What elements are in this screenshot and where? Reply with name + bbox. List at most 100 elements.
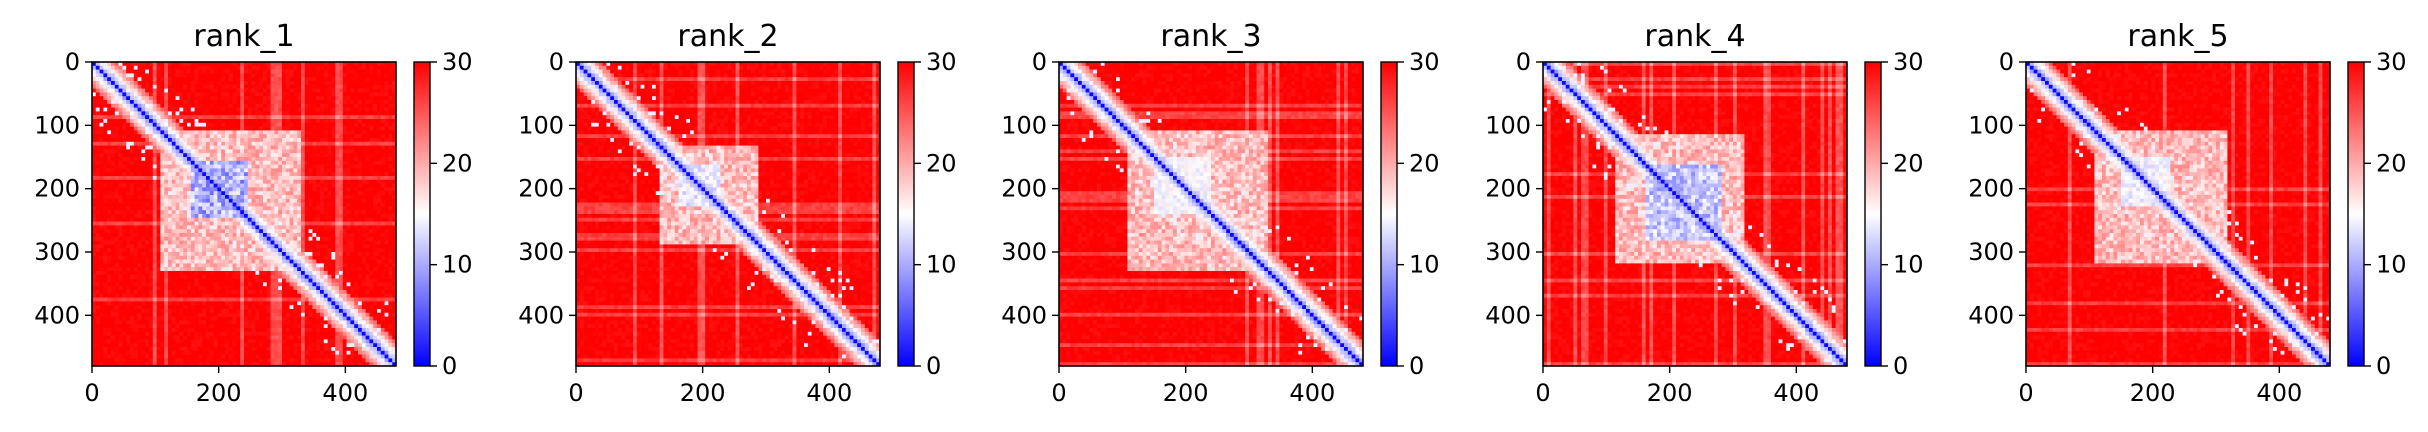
heatmap-cell <box>187 202 192 207</box>
heatmap-cell <box>293 62 298 67</box>
heatmap-cell <box>168 183 173 188</box>
heatmap-cell <box>377 233 382 238</box>
heatmap-cell <box>247 119 252 124</box>
heatmap-cell <box>350 176 355 181</box>
heatmap-cell <box>316 271 321 276</box>
heatmap-cell <box>225 172 230 177</box>
heatmap-cell <box>141 290 146 295</box>
heatmap-cell <box>118 92 123 97</box>
heatmap-cell <box>350 236 355 241</box>
heatmap-cell <box>278 210 283 215</box>
heatmap-cell <box>137 233 142 238</box>
heatmap-cell <box>190 286 195 291</box>
heatmap-cell <box>149 229 154 234</box>
heatmap-cell <box>122 282 127 287</box>
heatmap-cell <box>323 92 328 97</box>
heatmap-cell <box>171 138 176 143</box>
heatmap-cell <box>118 157 123 162</box>
heatmap-cell <box>179 84 184 89</box>
heatmap-cell <box>339 293 344 298</box>
heatmap-cell <box>187 164 192 169</box>
heatmap-cell <box>342 233 347 238</box>
heatmap-cell <box>190 198 195 203</box>
heatmap-cell <box>187 115 192 120</box>
heatmap-cell <box>289 141 294 146</box>
heatmap-cell <box>221 122 226 127</box>
heatmap-cell <box>392 126 397 131</box>
heatmap-cell <box>149 255 154 260</box>
heatmap-cell <box>168 77 173 82</box>
heatmap-cell <box>346 240 351 245</box>
heatmap-cell <box>206 160 211 165</box>
heatmap-cell <box>369 134 374 139</box>
heatmap-cell <box>206 290 211 295</box>
heatmap-cell <box>263 240 268 245</box>
heatmap-cell <box>285 214 290 219</box>
heatmap-cell <box>365 92 370 97</box>
heatmap-cell <box>130 96 135 101</box>
heatmap-cell <box>270 179 275 184</box>
heatmap-cell <box>350 210 355 215</box>
heatmap-cell <box>240 179 245 184</box>
heatmap-cell <box>111 267 116 272</box>
heatmap-cell <box>95 263 100 268</box>
heatmap-cell <box>168 290 173 295</box>
heatmap-cell <box>198 145 203 150</box>
heatmap-cell <box>130 229 135 234</box>
heatmap-cell <box>335 157 340 162</box>
heatmap-cell <box>164 145 169 150</box>
heatmap-cell <box>293 217 298 222</box>
heatmap-cell <box>190 290 195 295</box>
heatmap-cell <box>354 103 359 108</box>
heatmap-cell <box>179 229 184 234</box>
heatmap-cell <box>114 138 119 143</box>
heatmap-cell <box>236 244 241 249</box>
heatmap-cell <box>380 160 385 165</box>
heatmap-cell <box>350 92 355 97</box>
heatmap-cell <box>316 100 321 105</box>
heatmap-cell <box>316 138 321 143</box>
heatmap-cell <box>198 297 203 302</box>
heatmap-cell <box>266 236 271 241</box>
heatmap-cell <box>361 138 366 143</box>
heatmap-cell <box>114 122 119 127</box>
heatmap-cell <box>274 92 279 97</box>
heatmap-cell <box>95 126 100 131</box>
heatmap-cell <box>335 195 340 200</box>
heatmap-cell <box>369 88 374 93</box>
heatmap-cell <box>202 134 207 139</box>
heatmap-cell <box>225 160 230 165</box>
heatmap-cell <box>365 96 370 101</box>
heatmap-cell <box>350 149 355 154</box>
heatmap-cell <box>126 278 131 283</box>
heatmap-cell <box>293 206 298 211</box>
heatmap-cell <box>209 73 214 78</box>
heatmap-cell <box>342 278 347 283</box>
heatmap-cell <box>251 293 256 298</box>
heatmap-cell <box>149 92 154 97</box>
heatmap-cell <box>331 267 336 272</box>
heatmap-cell <box>263 236 268 241</box>
heatmap-cell <box>274 77 279 82</box>
heatmap-cell <box>327 248 332 253</box>
heatmap-cell <box>369 81 374 86</box>
heatmap-cell <box>278 176 283 181</box>
heatmap-cell <box>263 122 268 127</box>
heatmap-cell <box>361 225 366 230</box>
heatmap-cell <box>221 73 226 78</box>
heatmap-cell <box>156 164 161 169</box>
heatmap-cell <box>160 233 165 238</box>
heatmap-cell <box>323 77 328 82</box>
heatmap-cell <box>164 271 169 276</box>
heatmap-cell <box>92 88 97 93</box>
heatmap-cell <box>179 107 184 112</box>
heatmap-cell <box>392 111 397 116</box>
heatmap-cell <box>331 88 336 93</box>
heatmap-cell <box>236 214 241 219</box>
heatmap-cell <box>244 214 249 219</box>
heatmap-cell <box>247 274 252 279</box>
heatmap-cell <box>259 214 264 219</box>
heatmap-cell <box>259 111 264 116</box>
heatmap-cell <box>285 73 290 78</box>
heatmap-cell <box>225 115 230 120</box>
